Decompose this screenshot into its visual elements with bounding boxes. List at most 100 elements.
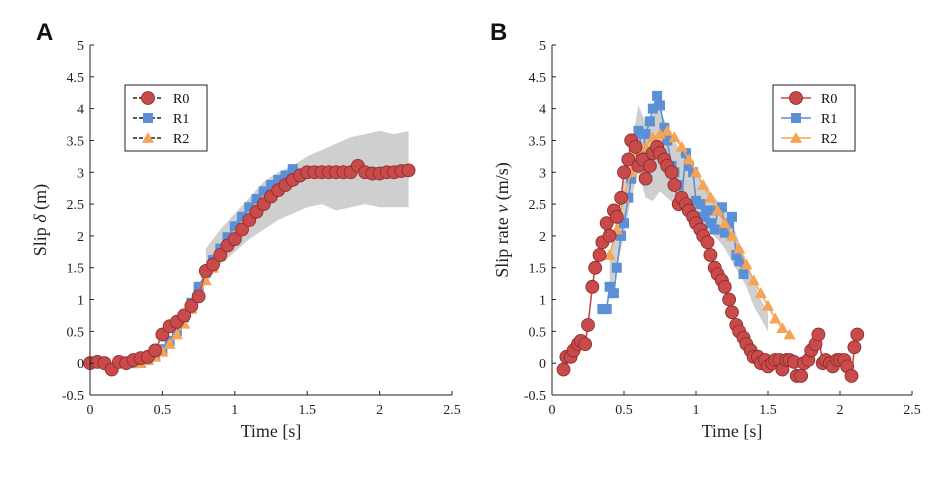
panel-a-point-r1 [229,221,240,232]
panel-a-legend-label-r0: R0 [173,92,189,107]
panel-b-point-r1 [719,227,730,238]
panel-b-point-r0 [700,235,715,250]
panel-a-point-r2 [170,328,183,340]
panel-a: A -0.500.511.522.533.544.550 0.5 1 1.5 2 2.5T… [30,19,461,441]
panel-b-point-r2 [783,328,796,340]
panel-b-point-r0 [581,318,595,332]
panel-label-a: A [36,19,53,46]
panel-a-y-tick-label: 3 [77,166,84,181]
panel-b-legend-marker-r1 [791,113,801,123]
panel-b-point-r0 [588,260,603,275]
panel-a-y-tick-label: 2 [77,230,84,245]
panel-b-point-r0 [585,279,600,294]
panel-a-x-tick-label: 1.5 [298,403,316,418]
panel-b-point-r2 [704,191,717,203]
panel-b-point-r2 [689,166,703,178]
panel-b-point-r2 [675,140,688,152]
panel-a-legend-marker-r2 [141,131,155,143]
panel-a-y-tick-label: 1 [77,294,84,309]
panel-b-point-r2 [603,248,616,260]
panel-b-y-tick-label: 1.5 [529,262,547,277]
panel-a-x-tick-label: 1 [231,403,238,418]
panel-a-legend-marker-r1 [143,113,153,123]
panel-b-point-r1 [601,304,612,315]
panel-a-x-tick-label: 2 [376,403,383,418]
panel-b-point-r2 [761,299,775,311]
panel-a-point-r0 [148,343,163,358]
panel-b-legend-marker-r2 [789,131,803,143]
panel-a-series-r0 [83,159,416,377]
panel-a-x-axis-label: Time [s] [241,421,302,441]
panel-b-point-r0 [602,229,617,243]
panel-a-y-tick-label: 2.5 [67,198,85,213]
panel-b-x-tick-label: 2 [837,403,844,418]
panel-label-b: B [490,19,507,46]
panel-b-point-r0 [578,337,593,351]
panel-a-point-r1 [258,186,269,197]
panel-b-point-r1 [611,262,622,273]
panel-b-point-r0 [614,190,629,205]
panel-b-point-r1 [644,116,655,127]
panel-b-legend-label-r1: R1 [821,112,837,127]
panel-b-x-tick-label: 1.5 [759,403,777,418]
panel-a-point-r1 [273,174,284,185]
panel-b-point-r0 [617,165,631,180]
panel-b-point-r2 [653,128,667,139]
panel-b-point-r1 [647,103,658,114]
panel-b-point-r0 [609,209,624,224]
panel-a-point-r1 [244,202,255,213]
panel-b-legend-label-r2: R2 [821,132,837,147]
panel-b-point-r0 [722,292,737,307]
panel-b-point-r0 [621,152,636,167]
panel-b-point-r1 [633,125,644,136]
panel-a-point-r1 [237,211,248,222]
panel-b-point-r0 [643,159,657,173]
panel-b-series-r0 [556,133,865,383]
panel-b-point-r1 [652,90,663,101]
panel-a-point-r0 [235,222,249,237]
panel-b-y-tick-label: 2.5 [529,198,547,213]
panel-b-y-tick-label: 2 [539,230,546,245]
panel-b-point-r0 [664,165,679,180]
panel-b-point-r2 [682,153,695,165]
panel-a-point-r0 [184,299,199,313]
panel-b-point-r0 [667,178,682,192]
panel-b-x-tick-label: 0.5 [615,403,633,418]
panel-a-point-r1 [251,194,262,204]
panel-b-point-r0 [811,327,826,342]
panel-b-point-r2 [697,178,710,190]
panel-a-y-tick-label: 4 [77,103,84,118]
panel-b-point-r1 [702,205,713,216]
panel-b-point-r1 [727,211,737,222]
panel-b-point-r0 [556,362,571,377]
panel-a-legend-marker-r0 [141,91,155,105]
panel-b-point-r1 [640,129,651,140]
panel-b-point-r1 [626,173,637,184]
panel-a-point-r1 [222,232,233,243]
panel-b-point-r0 [844,369,859,383]
panel-a-y-tick-label: -0.5 [62,389,84,404]
panel-a-legend: R0 R1 R2 [124,84,208,152]
panel-b-y-tick-label: 5 [539,39,546,54]
panel-b-x-tick-label: 1 [693,403,700,418]
panel-a-legend-label-r1: R1 [173,112,189,127]
panel-b-point-r2 [733,242,746,254]
panel-b-point-r1 [709,224,720,235]
panel-a-point-r0 [227,232,242,246]
panel-a-point-r0 [177,308,192,323]
panel-b-point-r0 [850,327,865,342]
panel-a-legend-label-r2: R2 [173,132,189,147]
panel-a-x-tick-label: 2.5 [443,403,461,418]
panel-b-y-tick-label: 0.5 [529,325,547,340]
panel-b-point-r0 [592,248,607,262]
panel-b-x-tick-label: 0 [549,403,556,418]
panel-b-point-r0 [628,139,643,154]
panel-a-x-tick-label: 0.5 [154,403,172,418]
panel-b-y-tick-label: 3 [539,166,546,181]
panel-b-point-r2 [754,287,767,299]
panel-b-point-r0 [638,171,653,186]
panel-b-point-r0 [725,305,739,320]
panel-a-point-r1 [193,281,204,292]
panel-b-y-tick-label: 3.5 [529,134,547,149]
panel-a-y-tick-label: 3.5 [67,134,85,149]
